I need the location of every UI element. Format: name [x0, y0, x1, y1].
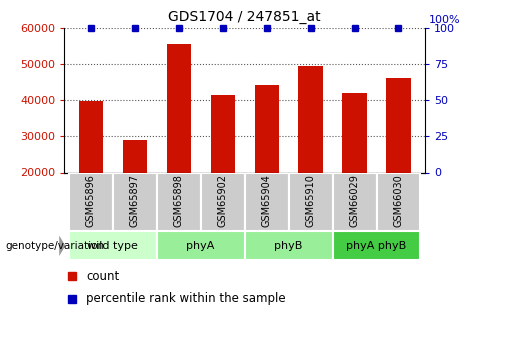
Bar: [333, 172, 376, 231]
Bar: [211, 95, 235, 172]
Bar: [69, 172, 113, 231]
Bar: [245, 172, 288, 231]
Bar: [245, 231, 333, 260]
Text: phyA phyB: phyA phyB: [347, 241, 407, 251]
Bar: [288, 172, 333, 231]
Text: phyB: phyB: [274, 241, 303, 251]
Text: percentile rank within the sample: percentile rank within the sample: [86, 293, 286, 305]
Text: GSM65897: GSM65897: [130, 174, 140, 227]
Text: GSM65898: GSM65898: [174, 174, 184, 227]
Text: phyA: phyA: [186, 241, 215, 251]
Bar: [79, 101, 103, 172]
Bar: [386, 78, 410, 172]
Bar: [342, 93, 367, 172]
Text: GSM66030: GSM66030: [393, 174, 403, 227]
Text: GSM66029: GSM66029: [350, 174, 359, 227]
Bar: [166, 44, 191, 172]
Bar: [254, 85, 279, 172]
Text: GSM65902: GSM65902: [218, 174, 228, 227]
Text: GSM65910: GSM65910: [305, 174, 316, 227]
Bar: [299, 66, 323, 172]
Bar: [333, 231, 420, 260]
Bar: [201, 172, 245, 231]
Polygon shape: [59, 236, 65, 256]
Bar: [69, 231, 157, 260]
Bar: [376, 172, 420, 231]
Bar: [113, 172, 157, 231]
Title: GDS1704 / 247851_at: GDS1704 / 247851_at: [168, 10, 321, 24]
Text: GSM65896: GSM65896: [86, 174, 96, 227]
Text: wild type: wild type: [88, 241, 138, 251]
Text: genotype/variation: genotype/variation: [5, 241, 104, 251]
Text: GSM65904: GSM65904: [262, 174, 271, 227]
Bar: [157, 231, 245, 260]
Bar: [157, 172, 201, 231]
Bar: [123, 140, 147, 172]
Text: count: count: [86, 270, 119, 283]
Text: 100%: 100%: [429, 15, 460, 25]
